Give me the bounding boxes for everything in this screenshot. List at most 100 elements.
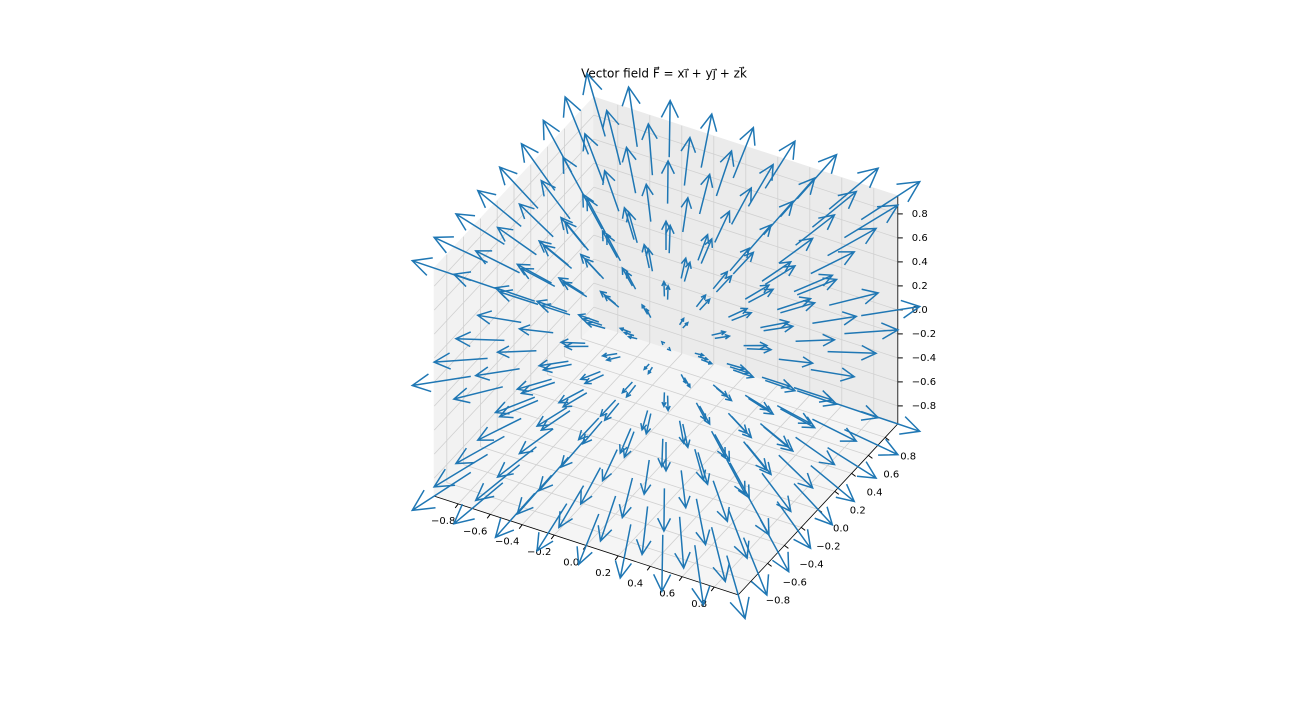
arrow xyxy=(661,219,671,250)
arrow-path xyxy=(680,135,697,186)
arrow-path xyxy=(563,342,589,351)
arrow xyxy=(600,352,618,359)
arrow xyxy=(599,290,617,305)
arrow xyxy=(727,508,750,560)
arrow-path xyxy=(621,266,634,287)
arrow xyxy=(647,366,654,375)
arrow-path xyxy=(729,246,751,272)
grid-line xyxy=(497,428,802,528)
arrow-path xyxy=(660,98,680,158)
arrow xyxy=(474,250,520,274)
arrow xyxy=(710,527,731,584)
arrow-path xyxy=(810,251,856,275)
arrow-path xyxy=(621,381,633,395)
arrow-path xyxy=(666,346,672,352)
arrow-path xyxy=(474,250,520,274)
arrow-path xyxy=(518,428,554,455)
arrow-path xyxy=(577,417,600,441)
z-tick-label: 0.2 xyxy=(912,281,928,292)
arrow-path xyxy=(625,384,637,399)
arrow-path xyxy=(861,299,922,319)
arrow xyxy=(796,277,839,296)
arrow xyxy=(780,408,817,429)
arrow-path xyxy=(496,226,537,256)
arrow-path xyxy=(516,474,553,516)
arrow-path xyxy=(454,435,505,465)
arrow-path xyxy=(622,331,635,337)
arrow-path xyxy=(660,159,676,204)
arrow-path xyxy=(652,534,672,594)
arrow-path xyxy=(579,370,601,381)
arrow xyxy=(695,293,707,308)
arrow-path xyxy=(712,384,729,398)
arrow-path xyxy=(747,397,775,416)
arrow xyxy=(579,253,601,277)
arrow xyxy=(714,209,731,243)
arrow-path xyxy=(618,477,634,520)
arrow xyxy=(476,417,522,441)
arrow-path xyxy=(710,430,727,459)
arrow xyxy=(680,196,693,233)
arrow-path xyxy=(759,423,791,448)
arrow xyxy=(665,395,671,413)
arrow xyxy=(643,363,650,371)
arrow xyxy=(680,256,689,279)
arrow xyxy=(622,331,635,337)
arrow-path xyxy=(643,413,652,436)
arrow-path xyxy=(476,189,522,227)
arrow xyxy=(763,200,794,236)
arrow-path xyxy=(746,223,773,254)
arrow-path xyxy=(498,165,539,209)
arrow xyxy=(747,397,775,416)
arrow-path xyxy=(710,527,731,584)
arrow xyxy=(660,98,680,158)
arrow-path xyxy=(715,274,733,293)
arrow-path xyxy=(641,242,650,269)
arrow xyxy=(601,229,618,258)
arrow-path xyxy=(657,438,667,469)
tick-mark xyxy=(834,490,840,495)
arrow xyxy=(558,485,585,529)
arrow xyxy=(621,381,633,395)
y-tick-label: 0.2 xyxy=(850,505,866,516)
arrow-path xyxy=(579,467,602,506)
arrow xyxy=(776,404,813,425)
arrow xyxy=(621,145,637,194)
arrow-path xyxy=(695,498,711,547)
arrow-path xyxy=(536,503,568,553)
arrow xyxy=(661,392,667,408)
arrow-path xyxy=(780,408,817,429)
chart-title: Vector field F⃗ = xi⃗ + yj⃗ + zk⃗ xyxy=(581,66,747,80)
arrow-path xyxy=(764,265,797,286)
arrow-path xyxy=(661,219,671,250)
tick-mark xyxy=(550,534,555,540)
arrow xyxy=(731,311,753,322)
arrow xyxy=(563,342,589,351)
arrow-path xyxy=(795,436,836,466)
tick-mark xyxy=(710,586,715,592)
arrow-path xyxy=(586,196,606,233)
arrow xyxy=(810,465,856,503)
arrow xyxy=(657,438,667,469)
arrow xyxy=(603,402,620,422)
arrow xyxy=(535,299,568,313)
z-tick-label: 0.8 xyxy=(912,209,928,220)
arrow xyxy=(827,227,878,257)
arrow-path xyxy=(844,204,900,239)
arrow xyxy=(601,449,618,483)
arrow xyxy=(519,267,556,288)
arrow xyxy=(599,399,617,418)
arrow-path xyxy=(744,394,771,411)
arrow xyxy=(493,285,536,302)
arrow-path xyxy=(495,345,537,359)
z-tick-label: −0.2 xyxy=(912,329,936,340)
arrow xyxy=(683,377,691,389)
x-tick-label: −0.2 xyxy=(527,547,551,558)
y-tick-label: 0.0 xyxy=(833,523,849,534)
arrow-path xyxy=(603,402,620,422)
x-tick-label: −0.8 xyxy=(431,516,455,527)
arrow xyxy=(576,513,600,566)
x-tick-label: 0.8 xyxy=(691,599,707,610)
arrow xyxy=(496,226,537,256)
arrow-path xyxy=(537,239,569,266)
